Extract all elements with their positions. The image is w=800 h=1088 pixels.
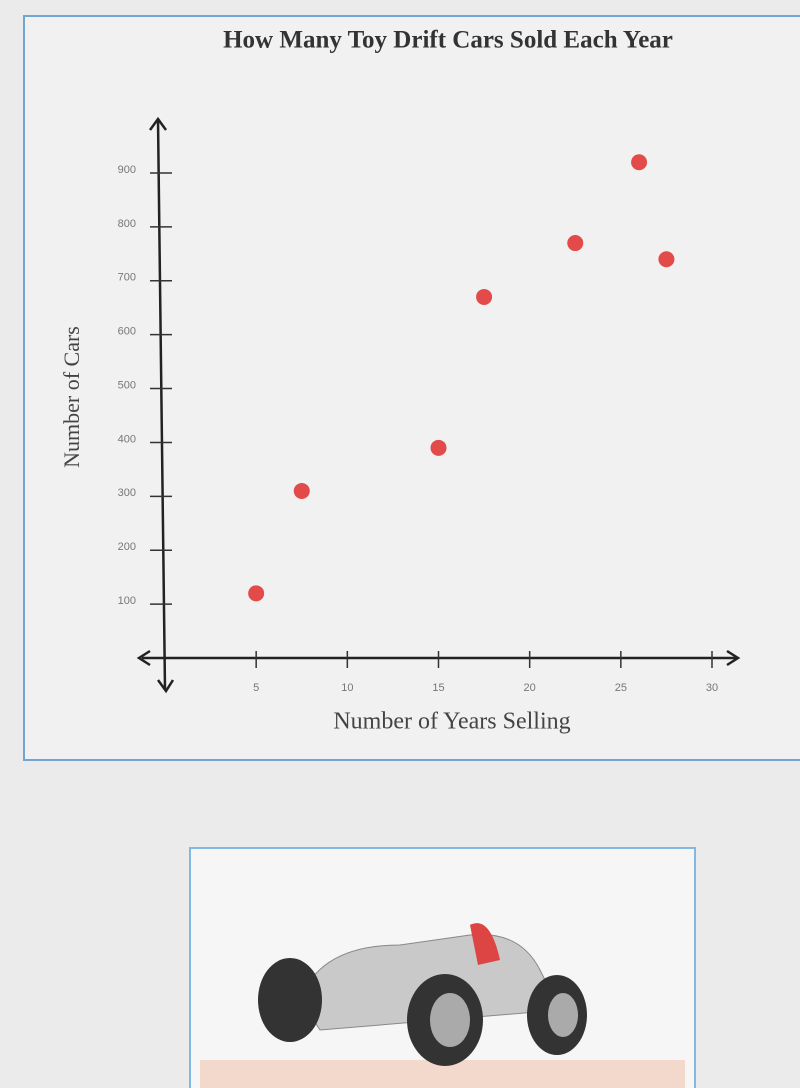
data-point <box>248 585 265 602</box>
x-tick-label: 15 <box>432 682 444 694</box>
wheel-hub <box>548 993 578 1037</box>
y-tick-label: 100 <box>118 595 136 607</box>
y-tick-label: 800 <box>118 218 136 230</box>
y-tick-label: 700 <box>118 272 136 284</box>
y-arrow-up <box>148 116 168 131</box>
x-tick-label: 20 <box>524 682 536 694</box>
car-seat <box>470 923 500 965</box>
y-arrow-down <box>156 679 175 694</box>
x-tick-label: 30 <box>706 682 718 694</box>
y-tick-label: 300 <box>118 487 136 499</box>
y-tick-label: 200 <box>118 541 136 553</box>
x-tick-label: 5 <box>253 682 259 694</box>
y-tick-label: 400 <box>118 433 136 445</box>
y-axis-label: Number of Cars <box>59 326 84 468</box>
data-point <box>293 482 310 499</box>
toy-car-image <box>200 923 685 1088</box>
chart-frame <box>23 15 800 761</box>
chart-title: How Many Toy Drift Cars Sold Each Year <box>223 27 673 54</box>
data-point <box>567 235 584 252</box>
y-tick-label: 900 <box>118 164 136 176</box>
x-arrow-left <box>136 649 151 667</box>
wheel-hub <box>430 993 470 1047</box>
wheel <box>258 958 322 1042</box>
y-tick-label: 500 <box>118 379 136 391</box>
data-point <box>631 154 648 171</box>
x-tick-label: 25 <box>615 682 627 694</box>
data-point <box>658 251 675 268</box>
x-tick-label: 10 <box>341 682 353 694</box>
x-axis-label: Number of Years Selling <box>333 709 570 735</box>
y-axis <box>156 119 167 691</box>
y-tick-label: 600 <box>118 326 136 338</box>
data-point <box>430 439 447 456</box>
data-point <box>476 288 493 305</box>
x-arrow-right <box>726 649 741 667</box>
